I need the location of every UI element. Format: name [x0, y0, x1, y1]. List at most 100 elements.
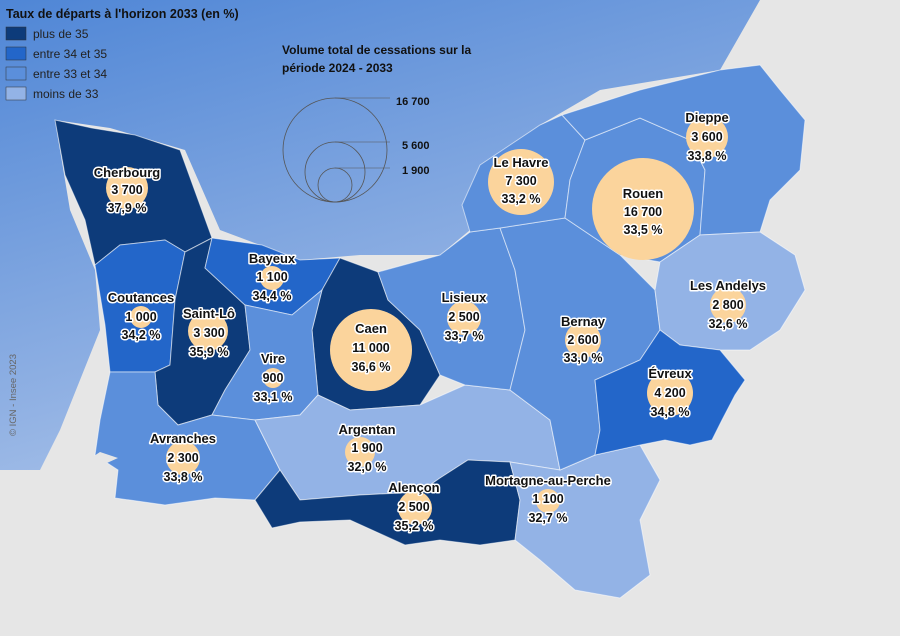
zone-volume: 7 300 [505, 174, 536, 188]
zone-name: Bayeux [249, 251, 296, 266]
zone-volume: 3 700 [111, 183, 142, 197]
zone-volume: 1 000 [125, 310, 156, 324]
legend-swatch [5, 86, 27, 101]
zone-volume: 11 000 [352, 341, 390, 355]
zone-name: Caen [355, 321, 387, 336]
bubble-avranches [166, 441, 200, 475]
zone-label-lisieux: Lisieux 2 500 33,7 % [440, 289, 489, 345]
zone-rate: 32,0 % [348, 460, 387, 474]
zone-rate: 34,2 % [122, 328, 161, 342]
zone-name: Vire [261, 351, 285, 366]
legend-label: entre 34 et 35 [33, 47, 107, 61]
zone-name: Mortagne-au-Perche [485, 473, 611, 488]
zone-labels: Cherbourg 3 700 37,9 % Le Havre 7 300 33… [92, 109, 767, 535]
bubble-les-andelys [710, 287, 746, 323]
zone-rate: 32,6 % [709, 317, 748, 331]
zone-rate: 35,2 % [395, 519, 434, 533]
zone-volume: 3 600 [691, 130, 722, 144]
zone-label-caen: Caen 11 000 36,6 % [350, 320, 392, 376]
credit-text: © IGN - Insee 2023 [8, 354, 19, 436]
zone-volume: 4 200 [654, 386, 685, 400]
zone-volume: 1 100 [256, 270, 287, 284]
zone-name: Lisieux [442, 290, 488, 305]
zone-label-le-havre: Le Havre 7 300 33,2 % [492, 154, 550, 208]
bubble-bernay [565, 322, 601, 358]
zone-name: Le Havre [494, 155, 549, 170]
zone-volume: 2 500 [448, 310, 479, 324]
bubbles [106, 116, 746, 525]
bubble-le-havre [488, 149, 554, 215]
bubble-saint-lo [188, 311, 228, 351]
bubble-alencon [398, 491, 432, 525]
legend-swatch [5, 66, 27, 81]
legend-label: plus de 35 [33, 27, 89, 41]
zone-label-saint-lo: Saint-Lô 3 300 35,9 % [182, 305, 237, 361]
bubble-legend: Volume total de cessations sur la périod… [282, 43, 471, 203]
zone-rate: 32,7 % [529, 511, 568, 525]
zone-name: Avranches [150, 431, 216, 446]
zone-volume: 900 [263, 371, 284, 385]
zone-label-bayeux: Bayeux 1 100 34,4 % [247, 250, 297, 305]
zone-label-alencon: Alençon 2 500 35,2 % [387, 479, 441, 535]
bubble-vire [263, 368, 283, 388]
legend-item: entre 33 et 34 [5, 66, 107, 81]
zone-volume: 1 100 [532, 492, 563, 506]
bubble-legend-value: 5 600 [402, 140, 430, 152]
regions [54, 64, 806, 599]
zone-label-mortagne: Mortagne-au-Perche 1 100 32,7 % [484, 472, 613, 527]
zone-label-rouen: Rouen 16 700 33,5 % [621, 185, 665, 239]
zone-rate: 33,0 % [564, 351, 603, 365]
zone-label-bernay: Bernay 2 600 33,0 % [559, 313, 607, 367]
zone-label-cherbourg: Cherbourg 3 700 37,9 % [92, 164, 162, 217]
legend-swatch [5, 26, 27, 41]
zone-volume: 16 700 [624, 205, 662, 219]
zone-label-coutances: Coutances 1 000 34,2 % [106, 289, 175, 344]
zone-label-les-andelys: Les Andelys 2 800 32,6 % [688, 277, 767, 333]
zone-volume: 2 500 [398, 500, 429, 514]
bubble-dieppe [686, 116, 728, 158]
zone-rate: 37,9 % [108, 201, 147, 215]
zone-rate: 34,8 % [651, 405, 690, 419]
zone-name: Les Andelys [690, 278, 766, 293]
bubble-legend-value: 1 900 [402, 165, 430, 177]
bubble-cherbourg [106, 167, 148, 209]
bubble-lisieux [447, 301, 481, 335]
zone-volume: 2 300 [167, 451, 198, 465]
coast-island [85, 452, 118, 467]
zone-name: Bernay [561, 314, 606, 329]
zone-rate: 33,8 % [688, 149, 727, 163]
zone-rate: 34,4 % [253, 289, 292, 303]
legend-title: Taux de départs à l'horizon 2033 (en %) [6, 7, 239, 21]
bubble-mortagne [536, 489, 560, 513]
zone-volume: 3 300 [193, 326, 224, 340]
zone-label-vire: Vire 900 33,1 % [252, 350, 294, 406]
zone-rate: 33,5 % [624, 223, 663, 237]
zone-name: Argentan [338, 422, 395, 437]
region-dieppe[interactable] [561, 64, 806, 236]
legend-label: entre 33 et 34 [33, 67, 107, 81]
zone-name: Coutances [108, 290, 174, 305]
legend-item: moins de 33 [5, 86, 99, 101]
zone-name: Cherbourg [94, 165, 161, 180]
zone-rate: 33,7 % [445, 329, 484, 343]
zone-volume: 1 900 [351, 441, 382, 455]
bubble-rouen [592, 158, 694, 260]
zone-volume: 2 800 [712, 298, 743, 312]
zone-rate: 35,9 % [190, 345, 229, 359]
legend-item: plus de 35 [5, 26, 89, 41]
bubble-caen [330, 309, 412, 391]
legend-swatch [5, 46, 27, 61]
zone-label-dieppe: Dieppe 3 600 33,8 % [684, 109, 730, 165]
zone-name: Dieppe [685, 110, 728, 125]
zone-name: Alençon [388, 480, 439, 495]
zone-name: Saint-Lô [183, 306, 235, 321]
zone-rate: 33,8 % [164, 470, 203, 484]
legend-item: entre 34 et 35 [5, 46, 107, 61]
bubble-argentan [345, 437, 375, 467]
zone-rate: 36,6 % [352, 360, 391, 374]
bubble-legend-title-line2: période 2024 - 2033 [282, 61, 393, 75]
zone-label-argentan: Argentan 1 900 32,0 % [337, 421, 397, 476]
zone-label-avranches: Avranches 2 300 33,8 % [149, 430, 218, 486]
bubble-coutances [130, 306, 152, 328]
